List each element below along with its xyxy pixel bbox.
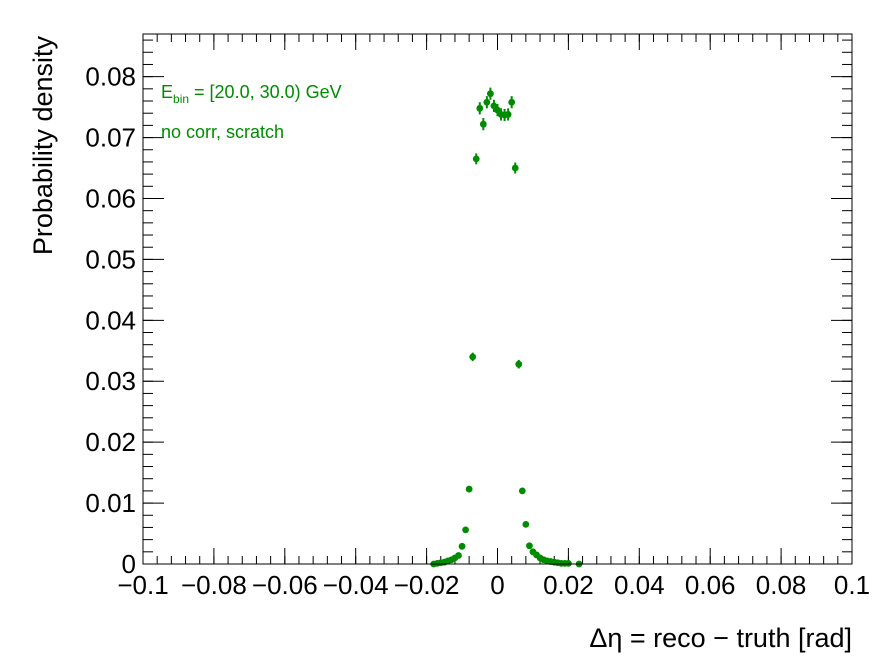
x-tick-label: −0.06 xyxy=(252,570,318,600)
data-point xyxy=(476,104,484,112)
y-tick-label: 0.08 xyxy=(85,62,136,92)
data-point xyxy=(565,559,572,567)
x-tick-label: −0.1 xyxy=(117,570,168,600)
x-tick-label: 0.04 xyxy=(614,570,665,600)
x-tick-label: −0.08 xyxy=(181,570,247,600)
energy-bin-symbol: E xyxy=(161,82,173,102)
data-point xyxy=(515,360,523,368)
y-tick-label: 0.02 xyxy=(85,427,136,457)
plot-frame xyxy=(142,33,853,565)
data-point xyxy=(479,120,487,128)
data-point xyxy=(483,98,491,106)
energy-bin-annotation: Ebin = [20.0, 30.0) GeV xyxy=(161,82,342,106)
y-tick-label: 0.04 xyxy=(85,305,136,335)
data-point xyxy=(511,164,519,172)
energy-bin-subscript: bin xyxy=(173,92,189,106)
x-tick-label: 0.1 xyxy=(834,570,870,600)
x-axis-title: Δη = reco − truth [rad] xyxy=(589,623,852,653)
data-point xyxy=(487,90,494,98)
axis-ticks xyxy=(142,34,853,565)
data-point xyxy=(508,98,516,106)
data-point xyxy=(455,552,462,559)
data-point xyxy=(472,155,480,163)
data-point xyxy=(465,485,473,493)
data-point xyxy=(458,542,466,550)
data-point xyxy=(522,521,530,528)
x-tick-label: 0.08 xyxy=(756,570,807,600)
x-tick-label: 0.06 xyxy=(685,570,736,600)
y-axis-title: Probability density xyxy=(28,36,58,256)
y-tick-label: 0.07 xyxy=(85,123,136,153)
data-point xyxy=(518,487,526,495)
y-tick-label: 0.05 xyxy=(85,244,136,274)
y-tick-label: 0 xyxy=(122,549,136,579)
x-tick-label: −0.04 xyxy=(323,570,389,600)
correction-annotation: no corr, scratch xyxy=(161,122,284,142)
tick-labels: −0.1 −0.08 −0.06 −0.04 −0.02 0 0.02 0.04 0.06 0.0… xyxy=(85,62,870,600)
data-point xyxy=(462,526,469,534)
data-point xyxy=(526,542,533,550)
y-tick-label: 0.01 xyxy=(85,488,136,518)
x-tick-label: −0.02 xyxy=(394,570,460,600)
y-tick-label: 0.06 xyxy=(85,183,136,213)
y-tick-label: 0.03 xyxy=(85,366,136,396)
x-tick-label: 0 xyxy=(490,570,504,600)
data-points xyxy=(430,87,583,568)
x-tick-label: 0.02 xyxy=(543,570,594,600)
energy-bin-range: = [20.0, 30.0) GeV xyxy=(189,82,342,102)
data-point xyxy=(504,111,512,118)
data-point xyxy=(469,353,477,361)
